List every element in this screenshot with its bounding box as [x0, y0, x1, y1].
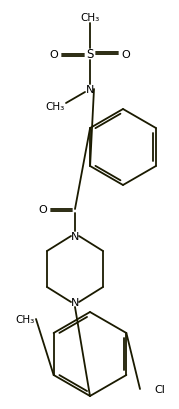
- Text: N: N: [86, 85, 94, 95]
- Text: N: N: [71, 231, 79, 241]
- Text: S: S: [86, 48, 94, 61]
- Text: O: O: [50, 50, 58, 60]
- Text: N: N: [71, 297, 79, 307]
- Text: O: O: [122, 50, 130, 60]
- Text: CH₃: CH₃: [80, 13, 100, 23]
- Text: CH₃: CH₃: [45, 102, 65, 112]
- Text: O: O: [39, 204, 47, 214]
- Text: CH₃: CH₃: [15, 314, 35, 324]
- Text: Cl: Cl: [154, 384, 165, 394]
